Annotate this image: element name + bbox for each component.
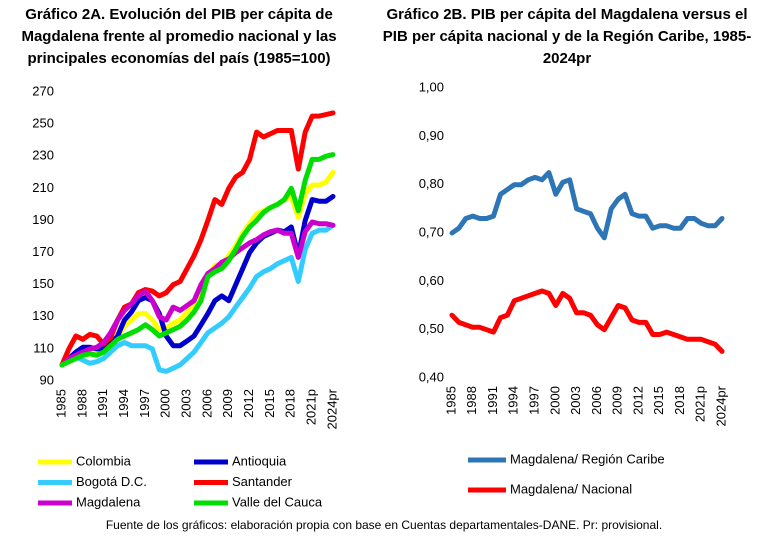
- x-tick-label: 1997: [137, 389, 152, 418]
- legend-label: Valle del Cauca: [232, 494, 323, 509]
- y-tick-label: 0,70: [419, 224, 444, 239]
- x-tick-label: 1997: [527, 386, 542, 415]
- x-tick-label: 2021p: [693, 386, 708, 422]
- y-tick-label: 110: [33, 340, 54, 355]
- x-tick-label: 1985: [53, 389, 68, 418]
- legend-label: Antioquia: [232, 453, 287, 468]
- y-tick-label: 210: [32, 180, 54, 195]
- y-tick-label: 1,00: [419, 79, 444, 94]
- legend-label: Colombia: [76, 453, 132, 468]
- x-tick-label: 1988: [74, 389, 89, 418]
- y-tick-label: 270: [32, 83, 54, 98]
- x-tick-label: 2009: [610, 386, 625, 415]
- chart-title: Gráfico 2B. PIB per cápita del Magdalena…: [382, 6, 752, 67]
- y-tick-label: 90: [40, 372, 54, 387]
- y-tick-label: 0,80: [419, 176, 444, 191]
- x-tick-label: 1988: [464, 386, 479, 415]
- x-tick-label: 2003: [568, 386, 583, 415]
- x-tick-label: 2024pr: [324, 388, 339, 429]
- y-tick-label: 0,40: [419, 369, 444, 384]
- y-tick-label: 130: [32, 308, 54, 323]
- x-tick-label: 2000: [158, 389, 173, 418]
- series-line: [449, 170, 725, 241]
- x-tick-label: 1991: [485, 386, 500, 415]
- legend-label: Bogotá D.C.: [76, 474, 147, 489]
- legend-label: Magdalena/ Región Caribe: [510, 451, 665, 466]
- series-line: [449, 288, 725, 354]
- y-tick-label: 0,60: [419, 273, 444, 288]
- footnote: Fuente de los gráficos: elaboración prop…: [106, 518, 662, 532]
- x-tick-label: 2012: [630, 386, 645, 415]
- x-tick-label: 2012: [241, 389, 256, 418]
- y-tick-label: 170: [32, 244, 54, 259]
- y-tick-label: 0,90: [419, 128, 444, 143]
- x-tick-label: 2015: [262, 389, 277, 418]
- y-tick-label: 230: [32, 148, 54, 163]
- x-tick-label: 2006: [589, 386, 604, 415]
- x-tick-label: 2024pr: [713, 385, 728, 426]
- legend-label: Santander: [232, 474, 293, 489]
- x-tick-label: 1994: [506, 386, 521, 415]
- chart-title: Gráfico 2A. Evolución del PIB per cápita…: [21, 6, 337, 67]
- x-tick-label: 2021p: [304, 389, 319, 425]
- x-tick-label: 1985: [443, 386, 458, 415]
- x-tick-label: 2006: [199, 389, 214, 418]
- y-tick-label: 150: [32, 276, 54, 291]
- x-tick-label: 2018: [672, 386, 687, 415]
- y-tick-label: 0,50: [419, 321, 444, 336]
- series-line: [59, 152, 336, 368]
- x-tick-label: 2003: [179, 389, 194, 418]
- x-tick-label: 1991: [95, 389, 110, 418]
- x-tick-label: 1994: [116, 389, 131, 418]
- y-tick-label: 250: [32, 116, 54, 131]
- legend-label: Magdalena/ Nacional: [510, 481, 632, 496]
- legend-label: Magdalena: [76, 494, 141, 509]
- x-tick-label: 2009: [220, 389, 235, 418]
- x-tick-label: 2018: [283, 389, 298, 418]
- x-tick-label: 2015: [651, 386, 666, 415]
- x-tick-label: 2000: [547, 386, 562, 415]
- series-line: [59, 219, 336, 368]
- y-tick-label: 190: [32, 212, 54, 227]
- series-line: [59, 222, 336, 374]
